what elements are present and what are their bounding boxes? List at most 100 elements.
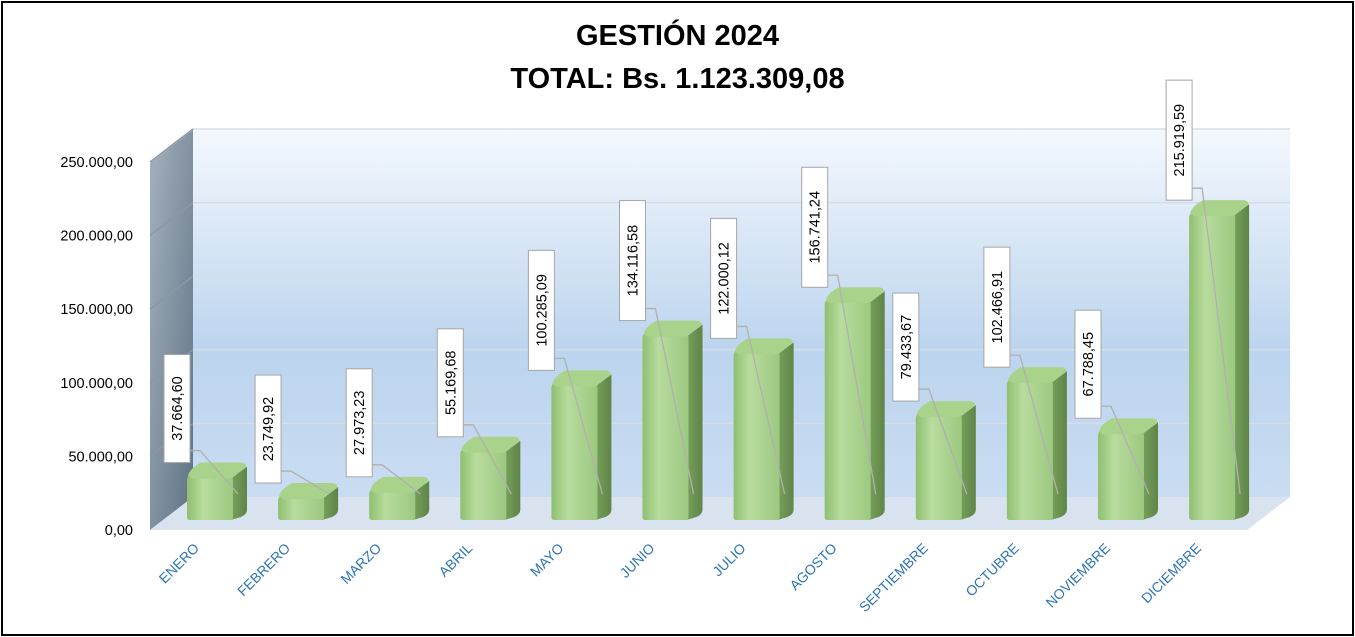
bar: [187, 462, 247, 520]
bar-front: [1098, 430, 1144, 520]
data-label-box: [345, 368, 373, 478]
gridline-side: [149, 275, 194, 310]
data-label: 37.664,60: [163, 354, 239, 495]
data-label-text: 215.919,59: [1172, 104, 1188, 177]
data-label: 122.000,12: [710, 217, 786, 495]
data-label-text: 79.433,67: [899, 315, 915, 380]
leader-line: [281, 470, 330, 495]
x-tick-label: NOVIEMBRE: [1042, 540, 1113, 611]
x-tick-label: MARZO: [337, 540, 384, 587]
bar-side: [1142, 422, 1158, 520]
leader-line: [645, 307, 695, 495]
x-tick-label: FEBRERO: [234, 540, 293, 599]
data-label: 79.433,67: [892, 292, 968, 495]
bar-top: [643, 320, 702, 337]
bar: [551, 370, 612, 520]
bar-side: [413, 480, 430, 520]
data-label: 23.749,92: [254, 374, 330, 495]
y-tick-label: 250.000,00: [60, 155, 133, 171]
bar-front: [551, 382, 598, 520]
chart-title: GESTIÓN 2024: [575, 20, 780, 52]
bar-top: [1007, 367, 1067, 384]
bar-top: [461, 436, 520, 453]
leader-line: [1009, 354, 1059, 495]
data-label-text: 67.788,45: [1081, 332, 1097, 397]
leader-line: [463, 424, 512, 495]
data-label-text: 27.973,23: [352, 391, 368, 456]
data-label-box: [254, 374, 282, 484]
leader-line: [918, 388, 968, 495]
bar: [1098, 418, 1158, 520]
data-label-box: [619, 200, 646, 322]
data-label: 55.169,68: [436, 328, 512, 495]
data-label-text: 37.664,60: [170, 376, 186, 441]
x-tick-label: SEPTIEMBRE: [856, 540, 931, 615]
bar: [642, 320, 703, 520]
bar-side: [322, 487, 339, 520]
bar-side: [868, 291, 885, 520]
data-label: 156.741,24: [801, 166, 877, 495]
data-labels: 37.664,60 23.749,92 27.973,23 55.169,68 100.…: [163, 79, 1241, 495]
bar-top: [279, 483, 338, 500]
data-label-text: 122.000,12: [717, 242, 733, 315]
data-label: 100.285,09: [527, 249, 604, 495]
data-label: 67.788,45: [1074, 309, 1150, 495]
bar-front: [460, 448, 507, 520]
y-tick-label: 100.000,00: [60, 376, 133, 392]
data-label-box: [1074, 309, 1102, 419]
data-label: 102.466,91: [983, 246, 1059, 495]
data-label-text: 102.466,91: [990, 271, 1006, 344]
data-label-text: 134.116,58: [626, 225, 642, 297]
bar: [824, 287, 885, 520]
x-tick-label: ABRIL: [435, 540, 475, 580]
bar-front: [824, 299, 871, 520]
x-tick-label: ENERO: [156, 540, 203, 587]
bar: [278, 483, 339, 520]
data-label-box: [710, 217, 738, 339]
x-tick-label: DICIEMBRE: [1138, 540, 1204, 606]
x-tick-label: JULIO: [709, 540, 748, 579]
y-tick-label: 200.000,00: [60, 229, 133, 245]
data-label-text: 100.285,09: [534, 274, 550, 347]
bar: [460, 436, 521, 520]
bar-side: [231, 466, 247, 520]
data-label: 134.116,58: [619, 200, 695, 495]
bar-front: [187, 474, 233, 520]
bar-side: [1050, 371, 1067, 520]
leader-line: [554, 357, 604, 495]
bar-side: [777, 342, 794, 520]
bar-front: [369, 488, 416, 520]
bar-top: [734, 338, 793, 355]
data-label-text: 23.749,92: [261, 397, 277, 462]
data-label-text: 55.169,68: [443, 351, 459, 416]
bar-side: [504, 440, 521, 520]
bar: [1189, 200, 1250, 520]
bar: [1006, 367, 1067, 520]
leader-line: [190, 449, 239, 495]
bar: [915, 401, 976, 520]
leader-line: [1101, 405, 1150, 495]
leader-line: [736, 325, 786, 495]
bar-side: [1233, 204, 1250, 520]
x-tick-label: MAYO: [527, 540, 567, 580]
bar-top: [552, 370, 611, 387]
data-label-box: [436, 328, 464, 438]
bar-front: [278, 495, 325, 520]
leader-line: [827, 274, 877, 495]
chart-subtitle: TOTAL: Bs. 1.123.309,08: [510, 63, 845, 95]
y-tick-label: 150.000,00: [60, 302, 133, 318]
data-label: 215.919,59: [1165, 79, 1241, 495]
x-tick-label: JUNIO: [617, 540, 658, 581]
data-label-box: [801, 166, 829, 288]
x-tick-label: OCTUBRE: [962, 540, 1022, 600]
bar-top: [1099, 418, 1158, 435]
bar: [369, 476, 430, 520]
bar-side: [686, 324, 703, 520]
x-tick-label: AGOSTO: [786, 540, 840, 594]
data-label-box: [1165, 79, 1193, 201]
data-label-box: [983, 246, 1011, 368]
y-axis: 0,00 50.000,00 100.000,00 150.000,00 200.000…: [60, 155, 133, 539]
data-label-box: [527, 249, 555, 371]
x-axis: ENERO FEBRERO MARZO ABRIL MAYO JUNIO JULIO AGOS…: [156, 540, 1205, 615]
